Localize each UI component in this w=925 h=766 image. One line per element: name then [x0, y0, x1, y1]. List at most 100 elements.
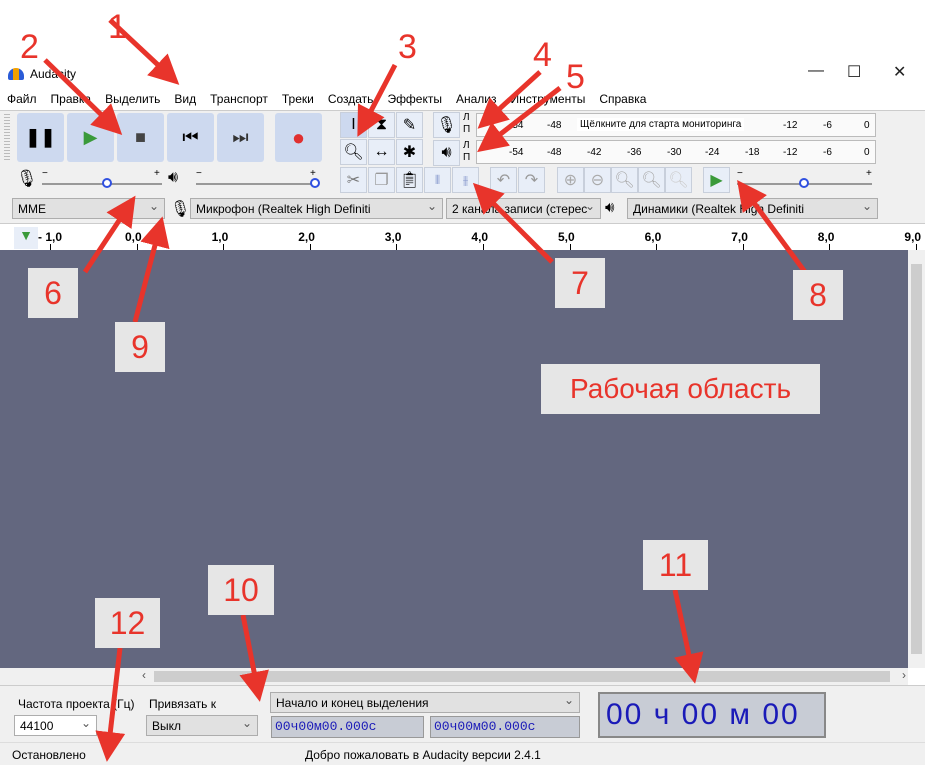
multi-tool[interactable]: ✱ — [396, 139, 423, 165]
play-speed-thumb[interactable] — [798, 178, 809, 188]
ruler-label: 2,0 — [298, 230, 315, 244]
fit-project-button[interactable]: 🔍︎ — [638, 167, 665, 193]
skip-end-icon: ⏭ — [232, 127, 249, 147]
snap-to-label: Привязать к — [149, 697, 216, 711]
clipboard-icon: 📋︎ — [399, 172, 420, 189]
audio-position-display[interactable]: 00 ч 00 м 00 с — [598, 692, 826, 765]
play-at-speed-button[interactable]: ▶ — [703, 167, 730, 193]
minus-label: − — [196, 168, 202, 179]
ruler-tick — [50, 244, 51, 251]
trim-button[interactable]: ⫴ — [424, 167, 451, 193]
skip-start-button[interactable]: ⏮ — [167, 113, 214, 162]
record-meter[interactable]: -54 -48 Щёлкните для старта мониторинга -… — [476, 113, 876, 137]
silence-button[interactable]: ⫵ — [452, 167, 479, 193]
annotation-6: 6 — [28, 268, 78, 318]
time-shift-tool[interactable]: ↔ — [368, 139, 395, 165]
playback-meter[interactable]: -54 -48 -42 -36 -30 -24 -18 -12 -6 0 — [476, 140, 876, 164]
menu-edit[interactable]: Правка — [50, 92, 92, 106]
annotation-5: 5 — [566, 58, 585, 96]
menu-tracks[interactable]: Треки — [281, 92, 314, 106]
audacity-logo-icon — [8, 68, 24, 80]
ruler-tick — [656, 244, 658, 251]
minus-label: − — [737, 168, 743, 179]
horizontal-scrollbar[interactable]: ‹ › — [140, 668, 908, 685]
snap-to-select[interactable]: Выкл — [146, 715, 258, 736]
paste-button[interactable]: 📋︎ — [396, 167, 423, 193]
minimize-button[interactable]: — — [808, 62, 824, 79]
vertical-scrollbar[interactable] — [908, 250, 925, 668]
ruler-label: 5,0 — [558, 230, 575, 244]
microphone-icon: 🎙︎ — [436, 117, 457, 134]
skip-start-icon: ⏮ — [182, 127, 199, 147]
close-button[interactable]: ✕ — [893, 64, 907, 81]
play-icon: ▶ — [83, 127, 98, 147]
selection-tool[interactable]: I — [340, 112, 367, 138]
annotation-4: 4 — [533, 36, 552, 74]
skip-end-button[interactable]: ⏭ — [217, 113, 264, 162]
menu-help[interactable]: Справка — [599, 92, 647, 106]
speaker-icon: 🔊︎ — [168, 169, 179, 186]
redo-icon: ↷ — [524, 172, 539, 189]
timeline-ruler[interactable]: ▼ - 1,0 0,0 1,0 2,0 3,0 4,0 5,0 6,0 7,0 8,0 9,0 — [0, 223, 925, 251]
project-rate-label: Частота проекта (Гц) — [18, 697, 135, 711]
menu-transport[interactable]: Транспорт — [210, 92, 268, 106]
pause-button[interactable]: ❚❚ — [17, 113, 64, 162]
project-rate-select[interactable]: 44100 — [14, 715, 97, 736]
annotation-8: 8 — [793, 270, 843, 320]
playback-device-select[interactable]: Динамики (Realtek High Definiti — [627, 198, 878, 219]
magnifier-icon: 🔍︎ — [343, 144, 364, 161]
i-beam-icon: I — [351, 116, 356, 133]
play-meter-button[interactable]: 🔊︎ — [433, 140, 460, 166]
ruler-label: 7,0 — [731, 230, 748, 244]
playback-volume-thumb[interactable] — [310, 178, 320, 188]
ruler-label: 6,0 — [644, 230, 662, 244]
audio-host-select[interactable]: MME — [12, 198, 165, 219]
playback-volume-slider[interactable] — [196, 183, 316, 185]
record-icon: ● — [291, 124, 306, 150]
maximize-button[interactable]: ☐ — [847, 64, 862, 81]
recording-channels-select[interactable]: 2 канала записи (стерес — [446, 198, 601, 219]
record-meter-button[interactable]: 🎙︎ — [433, 112, 460, 138]
ruler-label: 8,0 — [817, 230, 835, 244]
fit-selection-button[interactable]: 🔍︎ — [611, 167, 638, 193]
menu-select[interactable]: Выделить — [105, 92, 161, 106]
cut-button[interactable]: ✂ — [340, 167, 367, 193]
window-title: Audacity — [30, 67, 77, 81]
record-volume-thumb[interactable] — [102, 178, 112, 188]
envelope-tool[interactable]: ⧗ — [368, 112, 395, 138]
undo-button[interactable]: ↶ — [490, 167, 517, 193]
asterisk-icon: ✱ — [402, 144, 417, 161]
annotation-1: 1 — [108, 8, 127, 46]
menu-effects[interactable]: Эффекты — [387, 92, 442, 106]
stop-button[interactable]: ■ — [117, 113, 164, 162]
record-button[interactable]: ● — [275, 113, 322, 162]
ruler-label: 4,0 — [471, 230, 489, 244]
play-head-toggle[interactable]: ▼ — [14, 227, 38, 249]
selection-start-time[interactable]: 00ч00м00.000с — [271, 716, 424, 738]
menu-analyze[interactable]: Анализ — [456, 92, 497, 106]
selection-end-time[interactable]: 00ч00м00.000с — [430, 716, 580, 738]
ruler-tick — [569, 244, 571, 251]
copy-button[interactable]: ❐ — [368, 167, 395, 193]
ruler-tick — [396, 244, 398, 251]
zoom-out-button[interactable]: ⊖ — [584, 167, 611, 193]
play-button[interactable]: ▶ — [67, 113, 114, 162]
zoom-in-icon: ⊕ — [563, 172, 578, 189]
zoom-tool[interactable]: 🔍︎ — [340, 139, 367, 165]
menu-file[interactable]: Файл — [7, 92, 37, 106]
recording-device-select[interactable]: Микрофон (Realtek High Definiti — [190, 198, 443, 219]
zoom-in-button[interactable]: ⊕ — [557, 167, 584, 193]
draw-tool[interactable]: ✎ — [396, 112, 423, 138]
monitor-hint[interactable]: Щёлкните для старта мониторинга — [577, 118, 745, 131]
annotation-10: 10 — [208, 565, 274, 615]
menu-generate[interactable]: Создать — [327, 92, 374, 106]
triangle-down-icon: ▼ — [19, 227, 33, 243]
zoom-toggle-button[interactable]: 🔍︎ — [665, 167, 692, 193]
annotation-9: 9 — [115, 322, 165, 372]
redo-button[interactable]: ↷ — [518, 167, 545, 193]
menu-view[interactable]: Вид — [174, 92, 197, 106]
selection-mode-select[interactable]: Начало и конец выделения — [270, 692, 580, 713]
undo-icon: ↶ — [496, 172, 511, 189]
